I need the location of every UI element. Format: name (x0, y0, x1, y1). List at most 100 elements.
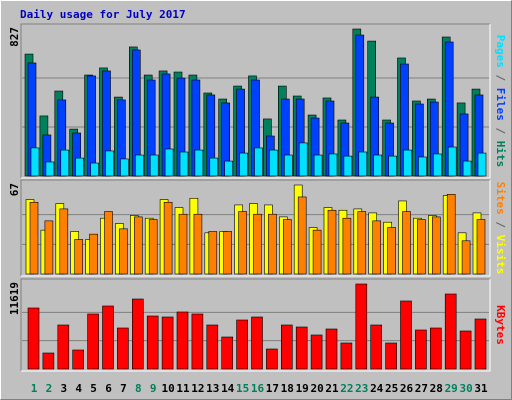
legend-separator: / (494, 215, 507, 235)
bar (90, 162, 99, 177)
bar (132, 298, 144, 370)
x-tick-label: 30 (459, 382, 472, 395)
x-tick-label: 20 (310, 382, 323, 395)
bar (372, 220, 382, 275)
bar (388, 155, 397, 177)
bar (328, 153, 338, 177)
bar (327, 209, 337, 275)
x-tick-label: 15 (236, 382, 249, 395)
bar (75, 157, 84, 177)
x-tick-label: 6 (105, 382, 112, 395)
x-tick-label: 19 (296, 382, 309, 395)
panel-edge-dark (20, 278, 490, 371)
y-tick-label: 67 (8, 183, 21, 196)
bar (60, 149, 70, 177)
bar (447, 146, 457, 177)
bar (400, 300, 412, 370)
legend-entry: Sites (494, 182, 507, 215)
bar (191, 313, 204, 370)
bar (343, 155, 353, 177)
bar (295, 326, 308, 370)
x-tick-label: 16 (251, 382, 265, 395)
bar (223, 231, 232, 275)
bar (117, 327, 129, 370)
x-tick-label: 5 (90, 382, 97, 395)
panel-edge-light (21, 279, 491, 372)
bar (446, 193, 456, 275)
bar (298, 142, 308, 177)
bar (418, 156, 427, 177)
legend-entry: Pages (494, 35, 507, 68)
panel-edge-light (21, 24, 491, 179)
x-tick-label: 24 (370, 382, 384, 395)
bar (312, 229, 322, 275)
bar (193, 213, 203, 275)
bar (72, 349, 84, 370)
legend-entry: KBytes (494, 305, 507, 345)
panel-edge-dark (20, 23, 490, 178)
bar (385, 342, 397, 370)
bar (134, 216, 143, 275)
x-tick-label: 29 (445, 382, 458, 395)
bar (342, 217, 352, 275)
bar (431, 216, 441, 275)
bar (474, 318, 487, 370)
x-tick-label: 4 (75, 382, 82, 395)
bar (148, 219, 158, 275)
x-tick-label: 27 (415, 382, 428, 395)
bar (476, 219, 486, 275)
bar (461, 240, 471, 275)
bar (403, 149, 412, 177)
bar (206, 324, 219, 370)
x-tick-label: 28 (430, 382, 443, 395)
bar (355, 283, 368, 370)
bar (74, 239, 83, 275)
y-tick-label: 11619 (8, 282, 21, 315)
bar (238, 211, 247, 275)
bar (429, 327, 442, 370)
bar (325, 328, 338, 370)
bar (370, 324, 383, 370)
bar (340, 342, 353, 370)
bar (179, 151, 189, 177)
bar (87, 313, 99, 370)
bar (462, 160, 472, 177)
bar (251, 316, 263, 370)
bar (313, 154, 323, 177)
y-tick-label: 827 (8, 27, 21, 47)
x-tick-label: 22 (340, 382, 353, 395)
bar (297, 196, 307, 275)
bar (357, 211, 367, 275)
legend-separator: / (494, 68, 507, 88)
bar (239, 152, 248, 177)
bar (194, 149, 204, 177)
bar (373, 154, 383, 177)
bar (282, 219, 292, 275)
bar (208, 231, 218, 275)
x-tick-label: 23 (355, 382, 368, 395)
legend-entry: Visits (494, 235, 507, 275)
bar (105, 150, 114, 177)
x-tick-label: 1 (31, 382, 38, 395)
x-tick-label: 25 (385, 382, 398, 395)
x-tick-label: 11 (176, 382, 190, 395)
bar (268, 213, 277, 275)
x-tick-label: 12 (191, 382, 204, 395)
x-tick-label: 18 (281, 382, 294, 395)
bar (310, 334, 323, 370)
bar (280, 324, 293, 370)
bar (45, 161, 55, 177)
bar (30, 147, 40, 177)
x-tick-label: 8 (135, 382, 142, 395)
x-tick-label: 14 (221, 382, 235, 395)
bar (387, 227, 396, 275)
bar (283, 154, 293, 177)
bar (163, 201, 173, 275)
bar (176, 311, 189, 370)
x-tick-label: 26 (400, 382, 414, 395)
x-tick-label: 21 (325, 382, 339, 395)
bar (29, 201, 39, 275)
bar (59, 208, 69, 275)
series-legend: Pages / Files / Hits (494, 35, 507, 168)
